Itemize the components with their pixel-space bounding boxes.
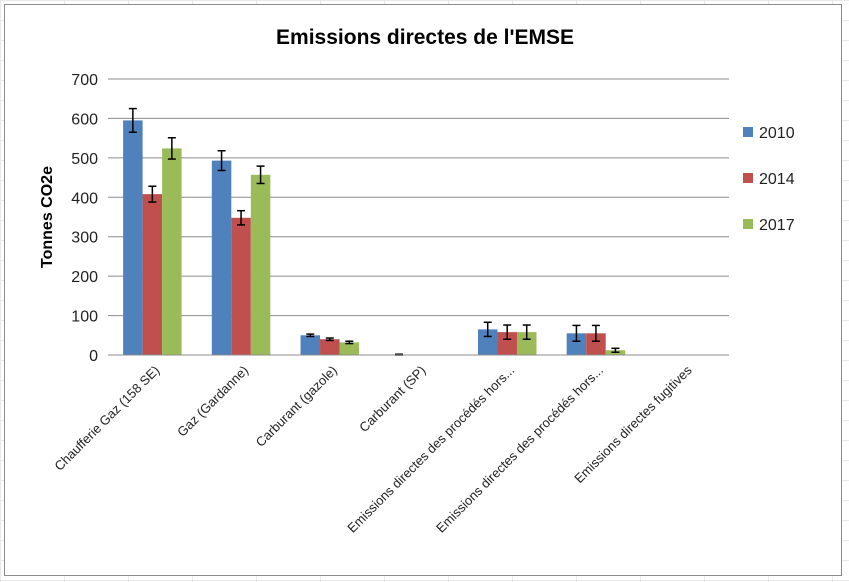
y-axis-label: Tonnes CO2e <box>39 166 56 268</box>
x-tick-label: Carburant (gazole) <box>253 363 340 450</box>
legend-label: 2014 <box>759 171 795 188</box>
category-labels: Chaufferie Gaz (158 SE) Gaz (Gardanne) Car… <box>51 362 695 535</box>
bar[interactable] <box>142 194 163 355</box>
y-axis-ticks: 0 100 200 300 400 500 600 700 <box>71 72 98 365</box>
y-tick-label: 400 <box>71 190 98 207</box>
chart: Emissions directes de l'EMSE Tonnes CO2e… <box>39 26 795 536</box>
bar[interactable] <box>320 339 340 355</box>
bar[interactable] <box>477 329 498 355</box>
y-tick-label: 200 <box>71 269 98 286</box>
x-tick-label: Chaufferie Gaz (158 SE) <box>51 363 162 474</box>
legend-label: 2017 <box>759 217 795 234</box>
legend: 2010 2014 2017 <box>743 125 795 234</box>
bar[interactable] <box>516 332 537 355</box>
y-tick-label: 100 <box>71 309 98 326</box>
chart-title: Emissions directes de l'EMSE <box>276 26 574 49</box>
y-tick-label: 600 <box>71 111 98 128</box>
y-tick-label: 0 <box>89 348 98 365</box>
bar[interactable] <box>566 333 587 355</box>
x-tick-label: Gaz (Gardanne) <box>174 363 251 440</box>
y-tick-label: 300 <box>71 230 98 247</box>
legend-swatch <box>743 219 753 229</box>
x-tick-label: Emissions directes des procédés hors... <box>433 363 606 536</box>
bar[interactable] <box>339 342 360 355</box>
x-tick-label: Carburant (SP) <box>356 363 428 435</box>
y-tick-label: 500 <box>71 151 98 168</box>
legend-swatch <box>743 127 753 137</box>
gridlines <box>108 78 729 317</box>
bar[interactable] <box>211 160 232 355</box>
y-tick-label: 700 <box>71 72 98 89</box>
legend-swatch <box>743 173 753 183</box>
legend-label: 2010 <box>759 125 795 142</box>
bar[interactable] <box>123 120 143 356</box>
bar[interactable] <box>586 333 606 355</box>
bar[interactable] <box>300 335 321 355</box>
bar[interactable] <box>231 217 251 355</box>
x-tick-label: Emissions directes des procédés hors... <box>344 363 517 536</box>
bars <box>123 120 626 356</box>
error-bars <box>128 107 620 356</box>
bar[interactable] <box>162 148 182 355</box>
bar[interactable] <box>497 332 517 355</box>
bar[interactable] <box>250 174 271 355</box>
